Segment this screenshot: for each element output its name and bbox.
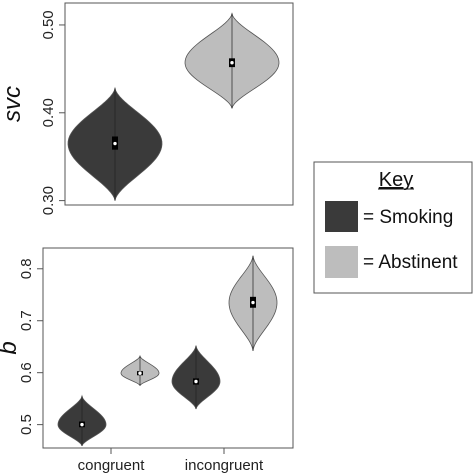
b-violins <box>57 255 278 447</box>
legend-title: Key <box>379 169 413 191</box>
b-x-tick-label-incongruent: incongruent <box>185 457 264 474</box>
svc-y-tick-label: 0.40 <box>40 98 57 127</box>
svc-y-tick-label: 0.30 <box>40 186 57 215</box>
legend-label-smoking: = Smoking <box>363 207 453 228</box>
svc-violins <box>67 12 280 201</box>
legend-swatch-smoking <box>325 201 358 232</box>
b-violin-congruent-smoking-median-point <box>80 422 84 427</box>
b-violin-incongruent-smoking-median-point <box>194 379 198 384</box>
b-x-axis: congruent incongruent <box>78 448 264 474</box>
b-y-tick-label: 0.8 <box>18 258 35 279</box>
b-x-tick-label-congruent: congruent <box>78 457 146 474</box>
legend-swatch-abstinent <box>325 246 358 278</box>
svc-y-axis: 0.30 0.40 0.50 <box>40 10 65 215</box>
b-panel: 0.5 0.6 0.7 0.8 congruent incongruent b <box>0 247 294 474</box>
svc-y-tick-label: 0.50 <box>40 10 57 39</box>
b-y-axis: 0.5 0.6 0.7 0.8 <box>18 258 43 435</box>
legend-key: Key = Smoking = Abstinent <box>313 161 473 294</box>
b-violin-congruent-abstinent-median-point <box>138 371 142 375</box>
svc-violin-abstinent-median-point <box>230 61 234 65</box>
b-y-tick-label: 0.5 <box>18 414 35 435</box>
svc-panel: 0.30 0.40 0.50 svc <box>0 2 294 215</box>
b-y-tick-label: 0.7 <box>18 310 35 331</box>
b-y-tick-label: 0.6 <box>18 362 35 383</box>
b-y-axis-label: b <box>0 341 22 354</box>
legend-label-abstinent: = Abstinent <box>363 252 458 273</box>
svc-violin-smoking-median-point <box>113 141 117 146</box>
svc-y-axis-label: svc <box>0 86 26 122</box>
b-violin-incongruent-abstinent-median-point <box>251 300 255 305</box>
